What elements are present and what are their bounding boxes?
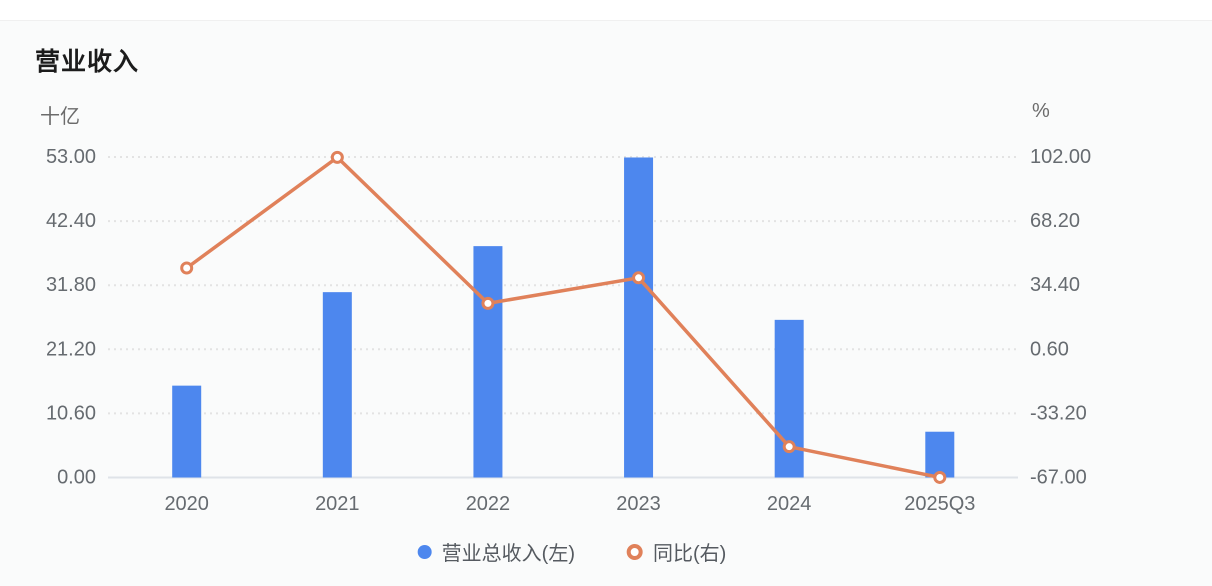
bar-2022[interactable] xyxy=(473,246,503,478)
y-axis-right-tick: -33.20 xyxy=(1030,402,1087,424)
y-axis-left-tick: 42.40 xyxy=(46,210,96,232)
left-axis-unit: 十亿 xyxy=(40,106,80,128)
y-axis-left-tick: 21.20 xyxy=(46,338,96,360)
x-axis-labels: 2020 2021 2022 2023 2024 2025Q3 xyxy=(164,493,975,515)
x-axis-label-2021: 2021 xyxy=(315,493,360,515)
yoy-point-2024[interactable] xyxy=(782,440,796,454)
revenue-legend-label: 营业总收入(左) xyxy=(441,543,575,565)
bar-2021[interactable] xyxy=(322,292,352,478)
yoy-point-2020[interactable] xyxy=(180,261,194,275)
x-axis-label-2022: 2022 xyxy=(466,493,511,515)
yoy-legend-ring-icon xyxy=(627,543,643,560)
yoy-point-2023[interactable] xyxy=(632,271,646,285)
yoy-legend-label: 同比(右) xyxy=(653,543,727,565)
right-axis-unit: % xyxy=(1032,100,1050,122)
bar-2024[interactable] xyxy=(774,319,804,478)
yoy-point-2021[interactable] xyxy=(330,150,344,164)
x-axis-label-2024: 2024 xyxy=(767,493,812,515)
x-axis-label-2023: 2023 xyxy=(616,493,661,515)
y-axis-right-tick: -67.00 xyxy=(1030,467,1087,489)
y-axis-left-tick: 31.80 xyxy=(46,274,96,296)
yoy-line xyxy=(180,150,947,484)
y-axis-right-tick: 34.40 xyxy=(1030,274,1080,296)
yoy-point-2025Q3[interactable] xyxy=(933,470,947,484)
x-axis-label-2025Q3: 2025Q3 xyxy=(904,493,975,515)
y-axis-right-labels: 102.00 68.20 34.40 0.60 -33.20 -67.00 xyxy=(1030,146,1091,489)
y-axis-left-tick: 53.00 xyxy=(46,146,96,168)
revenue-legend-dot-icon xyxy=(417,544,432,559)
yoy-line-path xyxy=(184,155,942,480)
legend-item-revenue[interactable]: 营业总收入(左) xyxy=(417,537,575,566)
y-axis-right-tick: 68.20 xyxy=(1030,210,1080,232)
bar-2020[interactable] xyxy=(172,385,202,478)
chart-panel xyxy=(0,20,1212,586)
gridlines xyxy=(108,156,1018,479)
y-axis-left-labels: 53.00 42.40 31.80 21.20 10.60 0.00 xyxy=(46,146,96,489)
y-axis-right-tick: 102.00 xyxy=(1030,146,1091,168)
bar-2023[interactable] xyxy=(624,157,654,478)
chart-title: 营业收入 xyxy=(35,48,140,76)
y-axis-left-tick: 0.00 xyxy=(57,467,96,489)
yoy-point-2022[interactable] xyxy=(481,296,495,310)
chart-legend: 营业总收入(左) 同比(右) xyxy=(417,537,726,566)
legend-item-yoy[interactable]: 同比(右) xyxy=(627,537,726,566)
bar-2025Q3[interactable] xyxy=(925,431,955,478)
revenue-bars xyxy=(172,157,955,478)
y-axis-right-tick: 0.60 xyxy=(1030,338,1069,360)
x-axis-label-2020: 2020 xyxy=(164,493,209,515)
y-axis-left-tick: 10.60 xyxy=(46,402,96,424)
